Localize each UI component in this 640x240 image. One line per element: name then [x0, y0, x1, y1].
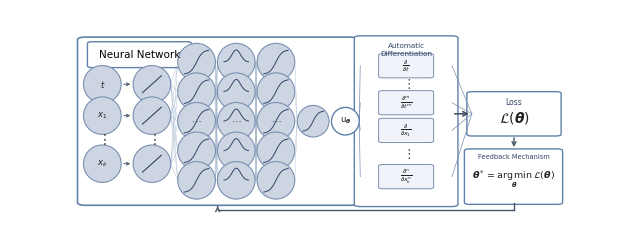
FancyBboxPatch shape: [379, 91, 434, 115]
FancyBboxPatch shape: [88, 42, 191, 68]
Text: Neural Network: Neural Network: [99, 50, 180, 60]
FancyBboxPatch shape: [77, 37, 358, 205]
Ellipse shape: [297, 105, 329, 137]
Text: $\frac{\partial}{\partial t}$: $\frac{\partial}{\partial t}$: [402, 58, 410, 74]
Ellipse shape: [257, 73, 295, 110]
Text: $\frac{\partial^m}{\partial t^m}$: $\frac{\partial^m}{\partial t^m}$: [400, 94, 412, 111]
FancyBboxPatch shape: [379, 165, 434, 189]
Ellipse shape: [257, 132, 295, 169]
FancyBboxPatch shape: [465, 149, 563, 204]
Ellipse shape: [178, 43, 216, 81]
Ellipse shape: [178, 102, 216, 140]
FancyBboxPatch shape: [355, 36, 458, 207]
Text: Loss: Loss: [506, 98, 522, 107]
Ellipse shape: [218, 162, 255, 199]
FancyBboxPatch shape: [379, 54, 434, 78]
Text: $\vdots$: $\vdots$: [402, 77, 411, 91]
Text: $\vdots$: $\vdots$: [97, 132, 107, 147]
Text: $x_1$: $x_1$: [97, 110, 108, 121]
Text: $\boldsymbol{\theta}^* = \underset{\boldsymbol{\theta}}{\arg\min}\,\mathcal{L}(\: $\boldsymbol{\theta}^* = \underset{\bold…: [472, 169, 555, 190]
Text: $\mathcal{L}(\boldsymbol{\theta})$: $\mathcal{L}(\boldsymbol{\theta})$: [499, 110, 529, 126]
Text: $\cdots$: $\cdots$: [191, 116, 202, 126]
Ellipse shape: [332, 108, 359, 135]
Text: $\cdots$: $\cdots$: [271, 116, 281, 126]
Ellipse shape: [178, 73, 216, 110]
Ellipse shape: [257, 43, 295, 81]
Text: $\frac{\partial}{\partial x_1}$: $\frac{\partial}{\partial x_1}$: [400, 122, 412, 138]
Text: $\cdots$: $\cdots$: [231, 116, 241, 126]
Text: Automatic
Differentiation: Automatic Differentiation: [380, 43, 432, 57]
Text: $\vdots$: $\vdots$: [402, 147, 411, 161]
Text: $\vdots$: $\vdots$: [147, 132, 157, 147]
Ellipse shape: [178, 132, 216, 169]
Ellipse shape: [257, 102, 295, 140]
FancyBboxPatch shape: [467, 92, 561, 136]
Text: $x_k$: $x_k$: [97, 158, 108, 169]
Ellipse shape: [133, 97, 171, 134]
Ellipse shape: [133, 66, 171, 103]
Text: $t$: $t$: [100, 79, 105, 90]
FancyBboxPatch shape: [379, 118, 434, 143]
Ellipse shape: [257, 162, 295, 199]
Ellipse shape: [178, 162, 216, 199]
Ellipse shape: [218, 132, 255, 169]
Ellipse shape: [83, 145, 121, 182]
Text: $\mathrm{u}_{\boldsymbol{\theta}}$: $\mathrm{u}_{\boldsymbol{\theta}}$: [340, 116, 351, 126]
Text: $\frac{\partial^n}{\partial x_k^n}$: $\frac{\partial^n}{\partial x_k^n}$: [400, 168, 412, 186]
Ellipse shape: [218, 73, 255, 110]
Ellipse shape: [83, 66, 121, 103]
Ellipse shape: [218, 102, 255, 140]
Text: Feedback Mechanism: Feedback Mechanism: [477, 155, 549, 161]
Ellipse shape: [218, 43, 255, 81]
Ellipse shape: [83, 97, 121, 134]
Ellipse shape: [133, 145, 171, 182]
